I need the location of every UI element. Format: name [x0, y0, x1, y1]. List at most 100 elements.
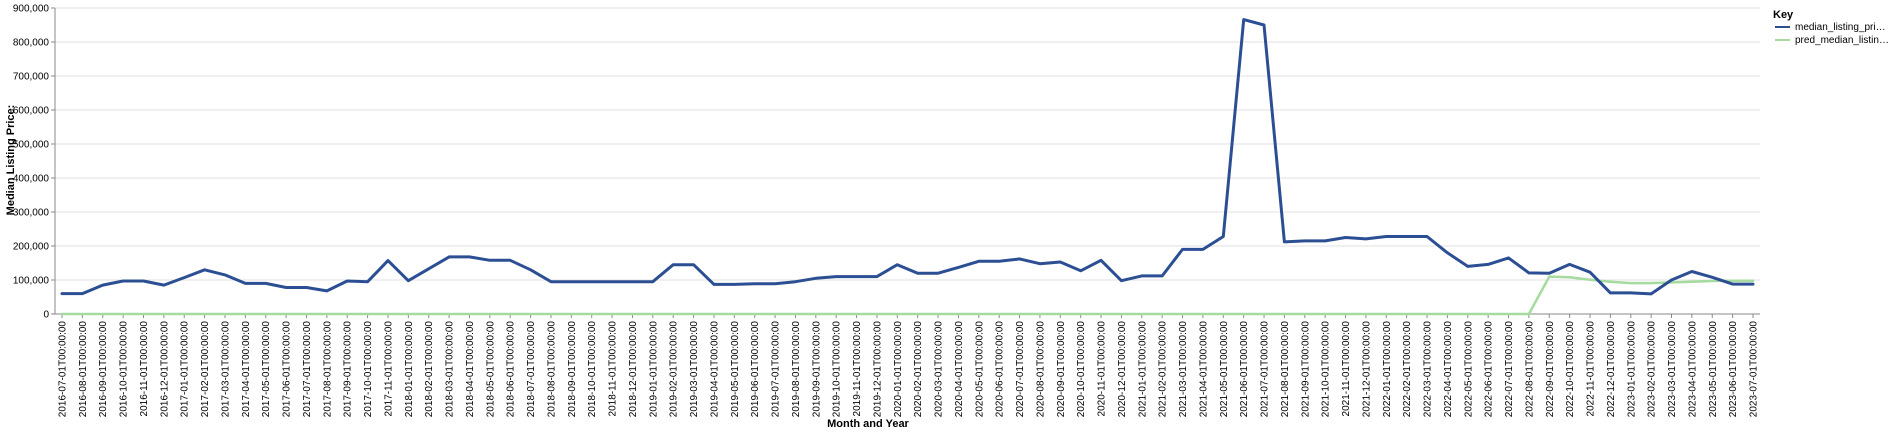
- x-tick-label: 2022-07-01T00:00:00: [1504, 321, 1515, 418]
- x-tick-label: 2022-10-01T00:00:00: [1565, 321, 1576, 418]
- y-tick-label: 900,000: [13, 4, 50, 15]
- x-tick-label: 2017-11-01T00:00:00: [383, 321, 394, 417]
- x-tick-label: 2018-12-01T00:00:00: [628, 321, 639, 418]
- y-tick-label: 300,000: [13, 208, 50, 219]
- x-tick-label: 2021-06-01T00:00:00: [1239, 321, 1250, 418]
- x-tick-label: 2016-08-01T00:00:00: [78, 321, 89, 418]
- x-tick-label: 2018-11-01T00:00:00: [608, 321, 619, 417]
- x-tick-label: 2016-10-01T00:00:00: [119, 321, 130, 418]
- legend-title: Key: [1773, 9, 1794, 21]
- x-tick-label: 2022-08-01T00:00:00: [1524, 321, 1535, 418]
- x-tick-label: 2020-06-01T00:00:00: [995, 321, 1006, 418]
- series-lines: [60, 18, 1755, 316]
- x-tick-label: 2020-07-01T00:00:00: [1015, 321, 1026, 418]
- x-tick-label: 2018-05-01T00:00:00: [485, 321, 496, 418]
- x-tick-label: 2023-07-01T00:00:00: [1749, 321, 1760, 418]
- x-tick-label: 2022-12-01T00:00:00: [1606, 321, 1617, 418]
- x-tick-label: 2017-01-01T00:00:00: [180, 321, 191, 418]
- x-tick-label: 2022-04-01T00:00:00: [1443, 321, 1454, 418]
- x-tick-label: 2018-07-01T00:00:00: [526, 321, 537, 418]
- x-tick-label: 2021-12-01T00:00:00: [1361, 321, 1372, 418]
- y-tick-label: 500,000: [13, 140, 50, 151]
- x-tick-label: 2017-09-01T00:00:00: [343, 321, 354, 418]
- x-tick-label: 2021-09-01T00:00:00: [1300, 321, 1311, 418]
- x-tick-label: 2020-12-01T00:00:00: [1117, 321, 1128, 418]
- x-tick-label: 2019-10-01T00:00:00: [832, 321, 843, 418]
- y-tick-label: 700,000: [13, 72, 50, 83]
- x-tick-label: 2023-03-01T00:00:00: [1667, 321, 1678, 418]
- x-tick-label: 2021-10-01T00:00:00: [1321, 321, 1332, 418]
- x-tick-label: 2023-02-01T00:00:00: [1647, 321, 1658, 418]
- x-tick-label: 2016-07-01T00:00:00: [58, 321, 69, 418]
- x-tick-label: 2019-06-01T00:00:00: [750, 321, 761, 418]
- y-tick-label: 600,000: [13, 106, 50, 117]
- x-tick-label: 2020-09-01T00:00:00: [1056, 321, 1067, 418]
- y-tick-label: 0: [43, 310, 49, 321]
- y-tick-labels: 0 100,000 200,000 300,000 400,000 500,000 600,…: [13, 4, 50, 321]
- x-tick-label: 2021-02-01T00:00:00: [1158, 321, 1169, 418]
- grid-lines: [55, 7, 1760, 315]
- x-tick-label: 2021-03-01T00:00:00: [1178, 321, 1189, 418]
- y-tick-label: 800,000: [13, 38, 50, 49]
- x-tick-label: 2019-05-01T00:00:00: [730, 321, 741, 418]
- x-tick-label: 2019-03-01T00:00:00: [689, 321, 700, 418]
- x-tick-label: 2020-10-01T00:00:00: [1076, 321, 1087, 418]
- x-tick-label: 2023-06-01T00:00:00: [1728, 321, 1739, 418]
- y-axis-title: Median Listing Price:: [5, 105, 17, 216]
- x-tick-label: 2019-08-01T00:00:00: [791, 321, 802, 418]
- x-tick-label: 2018-09-01T00:00:00: [567, 321, 578, 418]
- x-tick-label: 2021-08-01T00:00:00: [1280, 321, 1291, 418]
- x-tick-label: 2020-08-01T00:00:00: [1035, 321, 1046, 418]
- x-tick-label: 2018-10-01T00:00:00: [587, 321, 598, 418]
- series-line-median-listing-price: [60, 18, 1755, 296]
- x-tick-label: 2022-02-01T00:00:00: [1402, 321, 1413, 418]
- x-tick-label: 2018-06-01T00:00:00: [506, 321, 517, 418]
- x-tick-label: 2017-07-01T00:00:00: [302, 321, 313, 418]
- x-tick-label: 2016-09-01T00:00:00: [98, 321, 109, 418]
- x-tick-label: 2018-04-01T00:00:00: [465, 321, 476, 418]
- y-tick-label: 200,000: [13, 242, 50, 253]
- x-tick-label: 2019-09-01T00:00:00: [811, 321, 822, 418]
- x-tick-label: 2022-06-01T00:00:00: [1484, 321, 1495, 418]
- x-tick-label: 2019-04-01T00:00:00: [709, 321, 720, 418]
- x-tick-label: 2019-01-01T00:00:00: [648, 321, 659, 418]
- legend: Key median_listing_pri… pred_median_listi…: [1773, 9, 1889, 46]
- x-tick-label: 2020-01-01T00:00:00: [893, 321, 904, 418]
- x-tick-label: 2017-04-01T00:00:00: [241, 321, 252, 418]
- x-tick-label: 2019-02-01T00:00:00: [669, 321, 680, 418]
- x-tick-label: 2020-02-01T00:00:00: [913, 321, 924, 418]
- x-tick-label: 2022-01-01T00:00:00: [1382, 321, 1393, 418]
- x-tick-label: 2021-05-01T00:00:00: [1219, 321, 1230, 418]
- x-tick-label: 2017-08-01T00:00:00: [322, 321, 333, 418]
- x-tick-label: 2020-11-01T00:00:00: [1097, 321, 1108, 417]
- x-tick-label: 2021-04-01T00:00:00: [1198, 321, 1209, 418]
- x-tick-label: 2021-11-01T00:00:00: [1341, 321, 1352, 417]
- x-tick-label: 2019-07-01T00:00:00: [771, 321, 782, 418]
- y-tick-label: 400,000: [13, 174, 50, 185]
- x-tick-label: 2017-05-01T00:00:00: [261, 321, 272, 418]
- x-tick-label: 2017-10-01T00:00:00: [363, 321, 374, 418]
- x-tick-label: 2021-07-01T00:00:00: [1260, 321, 1271, 418]
- x-tick-label: 2017-06-01T00:00:00: [282, 321, 293, 418]
- x-tick-label: 2022-11-01T00:00:00: [1586, 321, 1597, 417]
- y-tick-label: 100,000: [13, 276, 50, 287]
- x-tick-label: 2022-05-01T00:00:00: [1463, 321, 1474, 418]
- x-tick-label: 2023-01-01T00:00:00: [1626, 321, 1637, 418]
- axes: [51, 7, 1760, 318]
- x-tick-label: 2018-01-01T00:00:00: [404, 321, 415, 418]
- x-tick-labels: 2016-07-01T00:00:00 2016-08-01T00:00:00 20…: [58, 321, 1760, 418]
- x-tick-label: 2022-09-01T00:00:00: [1545, 321, 1556, 418]
- series-line-pred-median-listing-price: [60, 275, 1755, 316]
- x-tick-label: 2018-03-01T00:00:00: [445, 321, 456, 418]
- legend-entry-label: median_listing_pri…: [1795, 22, 1886, 33]
- x-tick-label: 2022-03-01T00:00:00: [1423, 321, 1434, 418]
- x-axis-title: Month and Year: [827, 418, 909, 430]
- x-tick-label: 2017-03-01T00:00:00: [220, 321, 231, 418]
- x-tick-label: 2017-02-01T00:00:00: [200, 321, 211, 418]
- x-tick-label: 2023-04-01T00:00:00: [1687, 321, 1698, 418]
- legend-entry-label: pred_median_listin…: [1795, 35, 1889, 46]
- x-tick-label: 2020-03-01T00:00:00: [934, 321, 945, 418]
- x-tick-label: 2020-05-01T00:00:00: [974, 321, 985, 418]
